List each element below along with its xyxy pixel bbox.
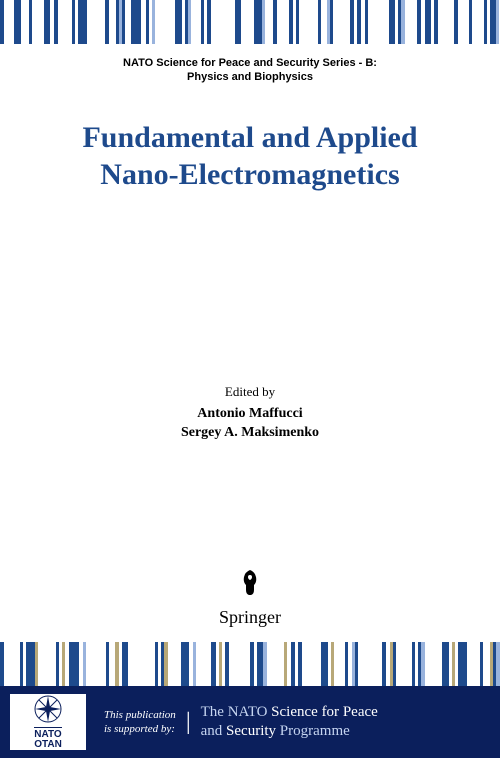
stripe: [4, 642, 19, 686]
stripe: [438, 0, 455, 44]
prog-l2-prefix: and: [201, 723, 226, 739]
stripe: [155, 0, 176, 44]
footer-band: NATO OTAN This publication is supported …: [0, 686, 500, 758]
support-line1: This publication: [104, 708, 176, 722]
series-line1: NATO Science for Peace and Security Seri…: [0, 56, 500, 70]
stripe: [396, 642, 411, 686]
stripe: [458, 642, 467, 686]
stripe: [181, 642, 190, 686]
stripe: [368, 0, 389, 44]
book-cover: NATO Science for Peace and Security Seri…: [0, 0, 500, 758]
stripe: [265, 0, 273, 44]
support-line2: is supported by:: [104, 722, 176, 736]
prog-h1: Science for: [271, 704, 343, 720]
stripe: [26, 642, 35, 686]
footer-support-text: This publication is supported by:: [104, 708, 176, 737]
nato-text: NATO OTAN: [34, 727, 62, 750]
stripe: [405, 0, 417, 44]
prog-h2: Peace: [343, 704, 378, 720]
stripe: [191, 0, 201, 44]
bottom-barcode-stripes: [0, 642, 500, 686]
series-line2: Physics and Biophysics: [0, 70, 500, 84]
footer-divider: |: [186, 709, 191, 736]
book-title: Fundamental and Applied Nano-Electromagn…: [0, 119, 500, 194]
stripe: [333, 0, 350, 44]
editor-2: Sergey A. Maksimenko: [0, 423, 500, 443]
footer-programme-text: The NATO Science for Peace and Security …: [201, 703, 378, 742]
stripe: [472, 0, 484, 44]
stripe: [267, 642, 284, 686]
stripe: [496, 0, 499, 44]
editors-block: Edited by Antonio Maffucci Sergey A. Mak…: [0, 384, 500, 443]
stripe: [299, 0, 318, 44]
stripe: [86, 642, 106, 686]
stripe: [128, 642, 154, 686]
stripe: [334, 642, 345, 686]
stripe: [229, 642, 251, 686]
stripe: [87, 0, 106, 44]
stripe: [467, 642, 480, 686]
springer-horse-icon: [237, 568, 263, 603]
publisher-block: Springer: [219, 568, 281, 628]
series-label: NATO Science for Peace and Security Seri…: [0, 56, 500, 85]
prog-l2-h: Security: [226, 723, 280, 739]
stripe: [211, 0, 236, 44]
stripe: [458, 0, 468, 44]
stripe: [69, 642, 80, 686]
stripe: [496, 642, 499, 686]
stripe: [78, 0, 86, 44]
edited-by-label: Edited by: [0, 384, 500, 400]
title-line2: Nano-Electromagnetics: [20, 156, 480, 194]
nato-logo: NATO OTAN: [10, 694, 86, 750]
stripe: [241, 0, 253, 44]
stripe: [196, 642, 211, 686]
editor-1: Antonio Maffucci: [0, 404, 500, 424]
nato-label-bottom: OTAN: [34, 739, 62, 750]
title-line1: Fundamental and Applied: [20, 119, 480, 157]
top-barcode-stripes: [0, 0, 500, 44]
prog-l2-suffix: Programme: [280, 723, 350, 739]
stripe: [131, 0, 141, 44]
stripe: [358, 642, 382, 686]
stripe: [302, 642, 322, 686]
stripe: [4, 0, 14, 44]
stripe: [277, 0, 289, 44]
publisher-name: Springer: [219, 607, 281, 628]
stripe: [254, 0, 262, 44]
stripe: [425, 642, 442, 686]
stripe: [58, 0, 72, 44]
stripe: [21, 0, 29, 44]
stripe: [32, 0, 44, 44]
stripe: [38, 642, 55, 686]
prog-prefix: The NATO: [201, 704, 272, 720]
stripe: [168, 642, 181, 686]
nato-compass-icon: [33, 694, 63, 724]
